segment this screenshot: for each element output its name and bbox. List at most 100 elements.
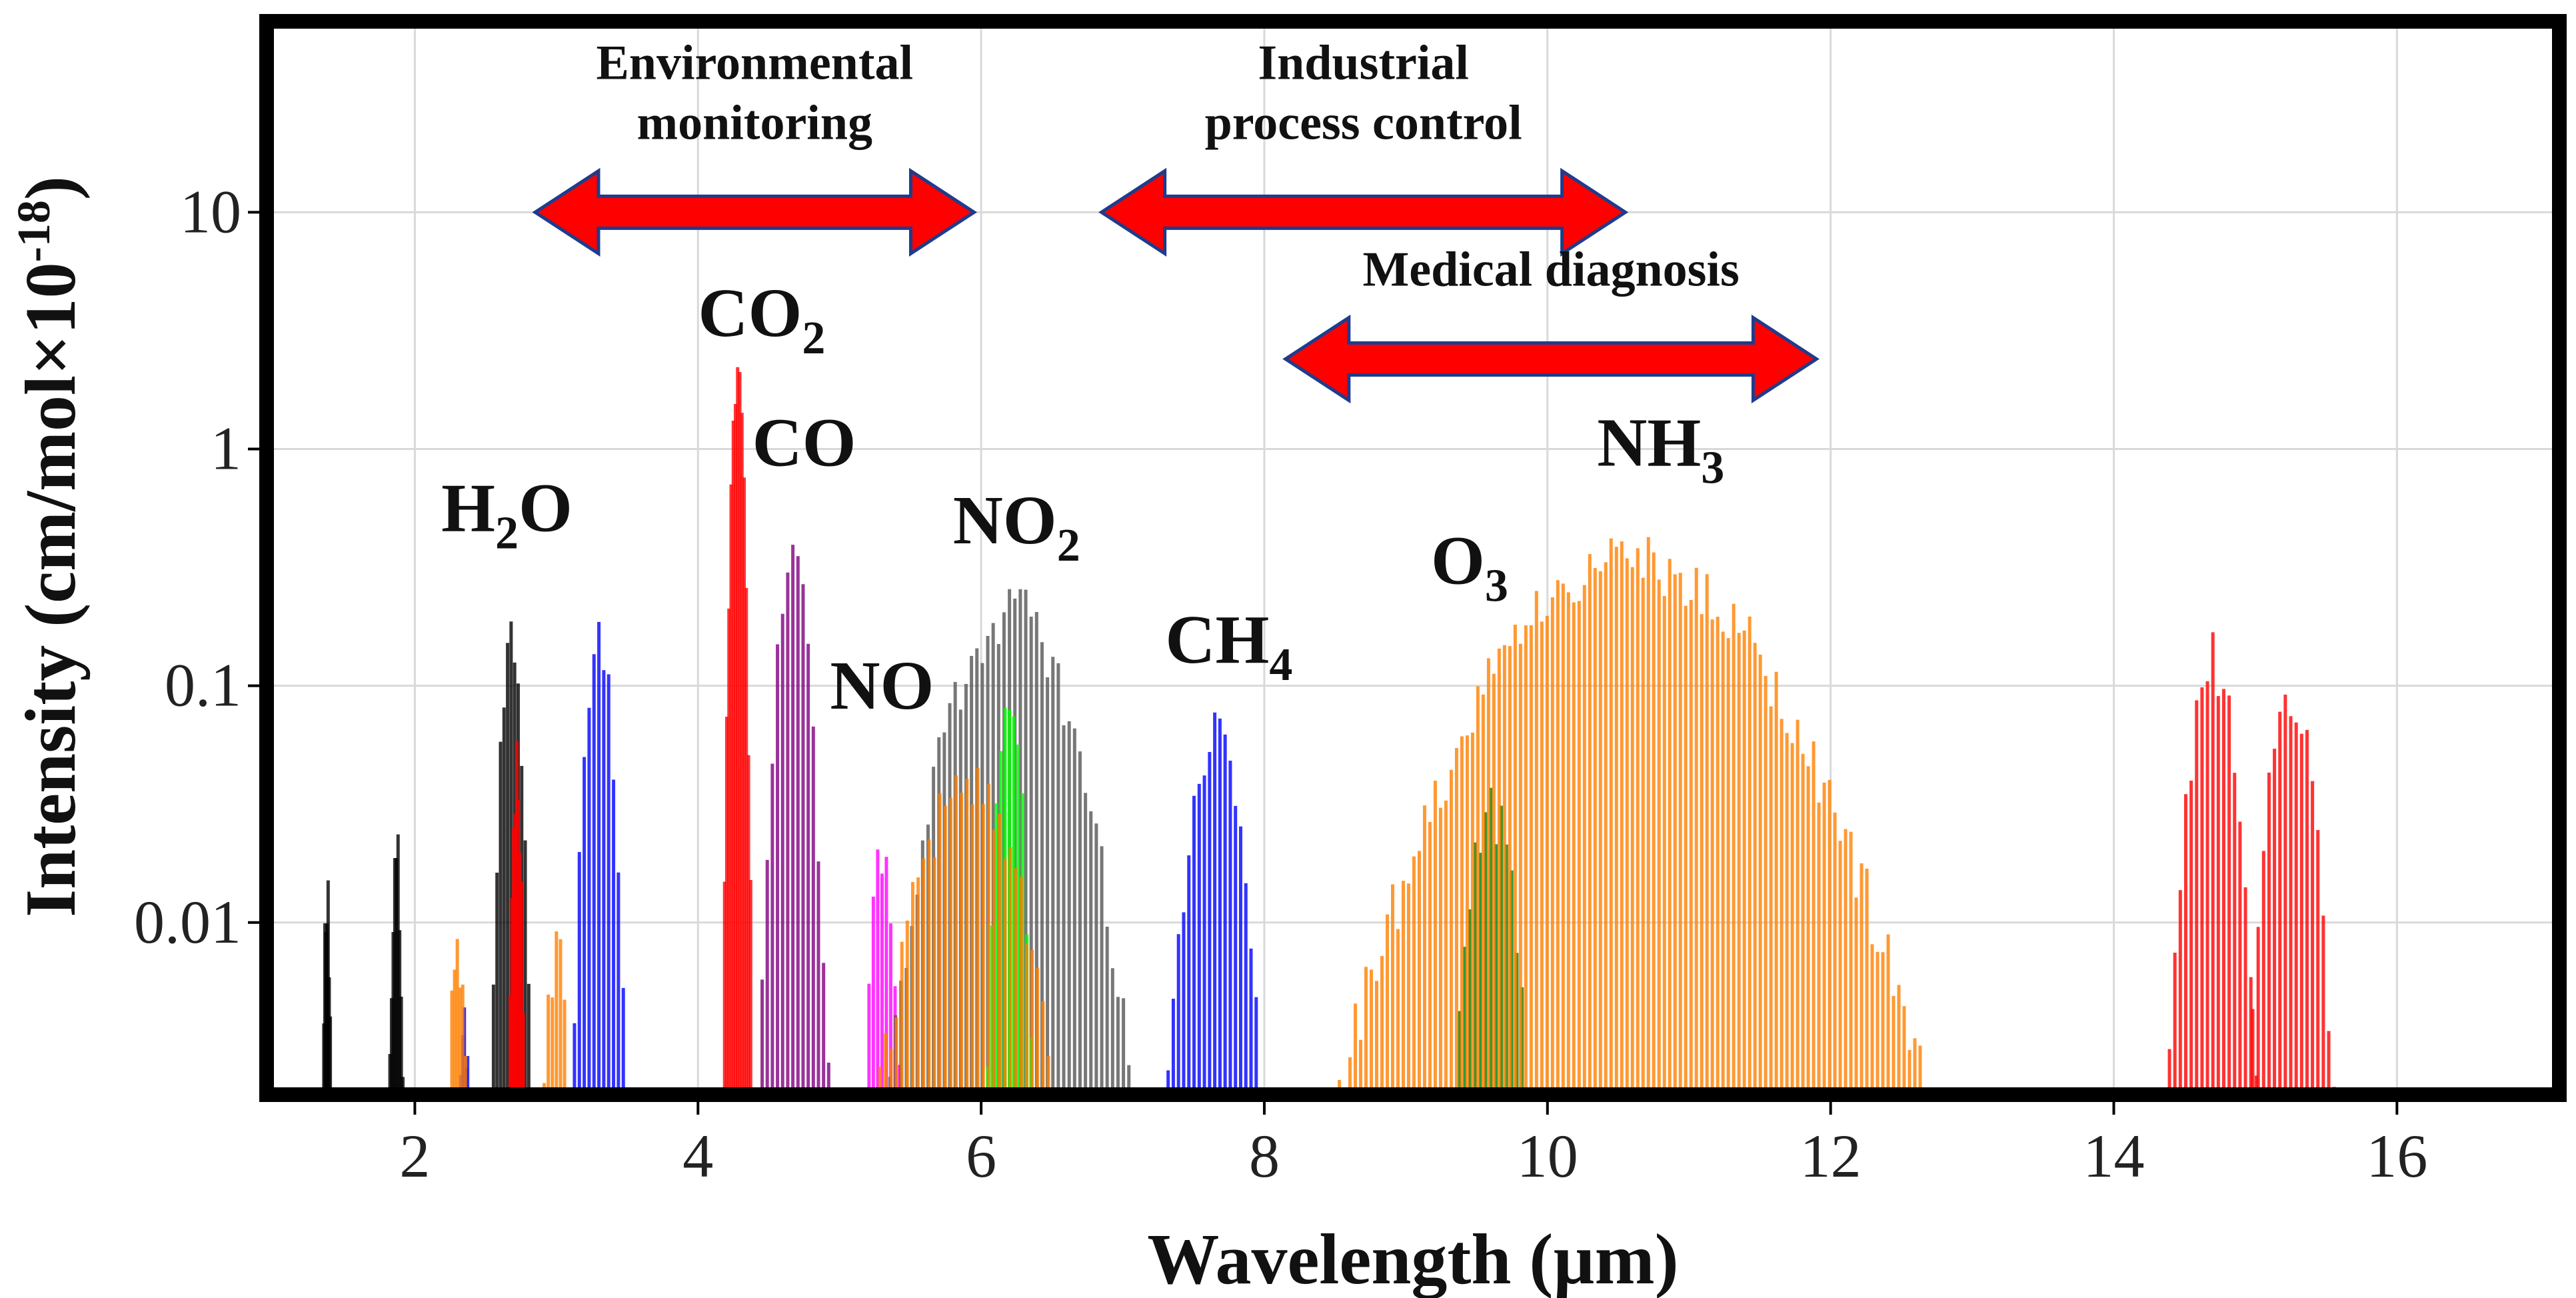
band-line <box>770 763 774 1088</box>
band-line <box>1489 787 1493 1088</box>
band-line <box>811 726 815 1088</box>
band-line <box>894 1017 898 1088</box>
series-co2-15-m <box>2167 632 2336 1088</box>
species-label-main: O <box>1431 522 1485 599</box>
band-line <box>1470 732 1474 1088</box>
series-nh3 <box>450 537 1922 1088</box>
band-line <box>954 775 958 1088</box>
band-line <box>521 1013 525 1088</box>
band-line <box>1801 753 1805 1088</box>
band-line <box>1019 877 1023 1088</box>
band-line <box>563 999 567 1088</box>
band-line <box>1646 537 1650 1088</box>
species-label-no2: NO2 <box>953 482 1080 571</box>
x-tick-label: 14 <box>2083 1122 2144 1190</box>
band-line <box>587 707 591 1088</box>
band-line <box>1593 568 1597 1088</box>
band-line <box>2261 851 2265 1088</box>
application-label: process control <box>1205 95 1522 150</box>
band-line <box>776 644 780 1088</box>
band-line <box>1202 775 1206 1088</box>
band-line <box>1396 929 1400 1088</box>
band-line <box>740 413 744 1088</box>
band-line <box>1609 538 1613 1088</box>
band-line <box>329 1016 333 1088</box>
species-label-tail: O <box>519 470 573 547</box>
band-line <box>1468 909 1472 1088</box>
band-line <box>1116 997 1120 1088</box>
band-line <box>1094 823 1098 1088</box>
band-line <box>2216 696 2220 1088</box>
band-line <box>1908 1049 1912 1088</box>
band-line <box>1029 617 1033 1088</box>
band-line <box>1024 943 1028 1088</box>
band-line <box>547 994 551 1088</box>
species-label-subscript: 3 <box>1485 560 1508 611</box>
species-label-main: NO <box>830 647 934 724</box>
band-line <box>786 572 790 1088</box>
species-label-main: CO <box>752 405 856 481</box>
band-line <box>1598 571 1602 1088</box>
band-line <box>543 1083 547 1088</box>
band-line <box>1192 795 1196 1088</box>
band-line <box>602 670 606 1088</box>
species-label-co2: CO2 <box>698 275 825 364</box>
band-line <box>878 1067 882 1088</box>
species-label-subscript: 4 <box>1269 639 1292 691</box>
x-tick-label: 2 <box>399 1122 430 1190</box>
x-tick-label: 8 <box>1249 1122 1280 1190</box>
band-line <box>2267 772 2271 1088</box>
band-line <box>1078 751 1082 1088</box>
band-line <box>916 877 920 1088</box>
application-label: Industrial <box>1258 35 1469 90</box>
band-line <box>1657 579 1661 1088</box>
band-line <box>1187 855 1191 1088</box>
band-line <box>1338 1079 1342 1088</box>
band-line <box>1385 914 1389 1088</box>
band-line <box>1572 602 1576 1088</box>
band-line <box>1454 747 1458 1088</box>
band-line <box>1844 829 1848 1088</box>
band-line <box>876 849 880 1088</box>
band-line <box>1876 951 1880 1088</box>
band-line <box>1860 863 1864 1088</box>
band-line <box>1668 559 1672 1088</box>
band-line <box>1662 595 1666 1088</box>
band-line <box>1046 1056 1050 1088</box>
band-line <box>1518 643 1522 1088</box>
band-line <box>1460 736 1464 1088</box>
band-line <box>1897 985 1901 1088</box>
band-line <box>1040 642 1044 1088</box>
band-line <box>1614 547 1618 1088</box>
species-label-subscript: 2 <box>1057 520 1080 571</box>
band-line <box>1524 625 1528 1088</box>
band-line <box>889 1049 893 1088</box>
band-line <box>1620 541 1624 1088</box>
band-line <box>1234 805 1238 1088</box>
band-line <box>1515 953 1519 1088</box>
band-line <box>1182 912 1186 1088</box>
band-line <box>1444 800 1448 1088</box>
band-line <box>555 931 559 1088</box>
band-line <box>1476 686 1480 1088</box>
band-line <box>1636 548 1640 1088</box>
band-line <box>1433 781 1437 1088</box>
band-line <box>1036 967 1040 1088</box>
band-line <box>1684 605 1688 1088</box>
band-line <box>1046 677 1050 1088</box>
band-line <box>1774 671 1778 1088</box>
plot-frame <box>259 14 2567 1102</box>
band-line <box>1122 998 1126 1088</box>
band-line <box>551 997 555 1088</box>
band-line <box>981 804 985 1088</box>
application-arrow-0 <box>532 167 978 257</box>
y-axis-title: Intensity (cm/mol×10-18) <box>9 176 91 917</box>
x-tick-label: 4 <box>682 1122 713 1190</box>
band-line <box>976 767 980 1088</box>
band-line <box>910 882 914 1088</box>
band-line <box>2189 780 2193 1088</box>
band-line <box>523 840 527 1088</box>
band-line <box>992 829 996 1088</box>
band-line <box>1529 625 1533 1088</box>
